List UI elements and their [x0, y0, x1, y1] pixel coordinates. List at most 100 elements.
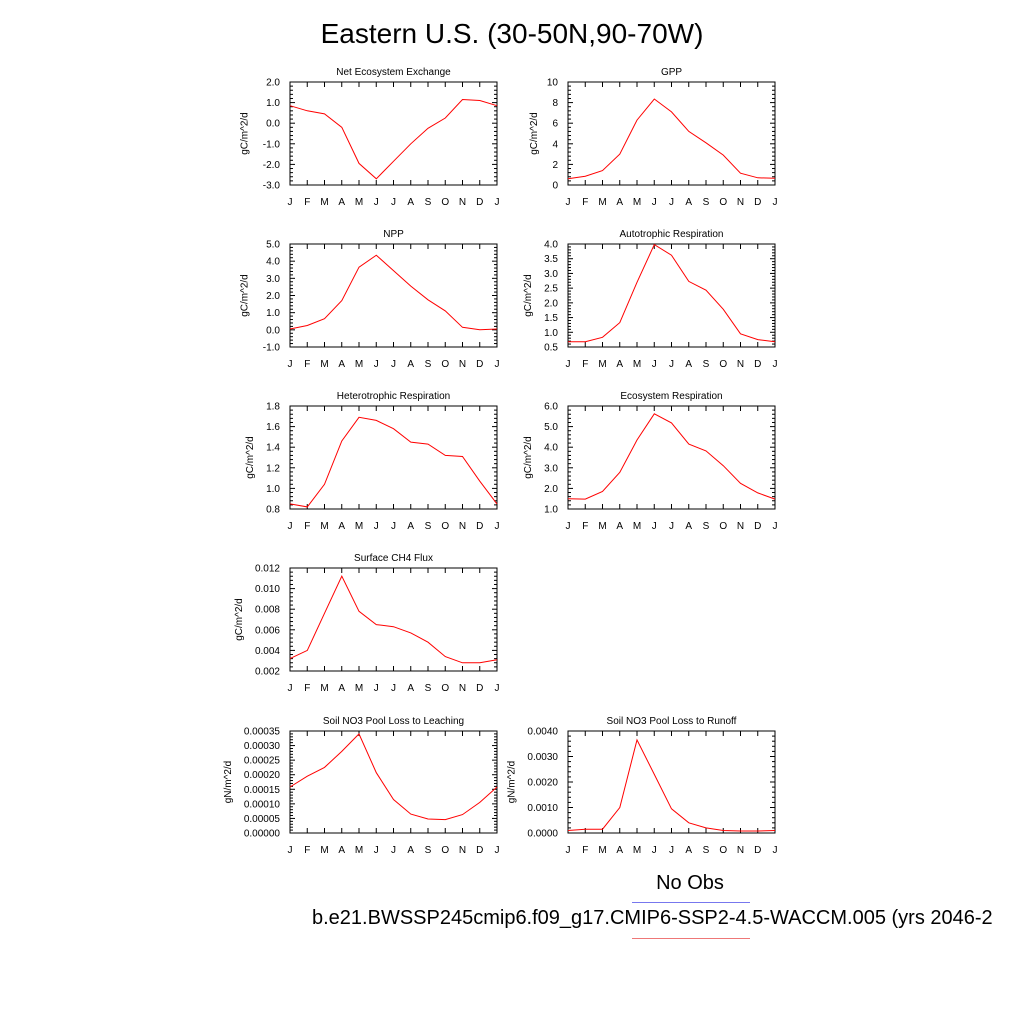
y-axis-label: gC/m^2/d [245, 436, 256, 479]
x-tick-label: J [566, 521, 571, 532]
y-tick-label: 0.0020 [527, 778, 558, 789]
figure-title: Eastern U.S. (30-50N,90-70W) [320, 18, 704, 49]
y-tick-label: 0.00005 [244, 814, 281, 825]
y-tick-label: 0.00035 [244, 727, 281, 738]
y-tick-label: -1.0 [263, 139, 281, 150]
x-tick-label: M [598, 359, 606, 370]
x-tick-label: J [391, 683, 396, 694]
legend-obs-line [632, 902, 750, 903]
y-tick-label: 1.0 [266, 308, 280, 319]
y-tick-label: 5.0 [266, 240, 280, 251]
y-axis-label: gC/m^2/d [529, 112, 540, 155]
x-tick-label: O [441, 683, 449, 694]
x-tick-label: M [320, 197, 328, 208]
series-line [289, 416, 498, 508]
y-tick-label: 2.5 [544, 284, 558, 295]
x-tick-label: F [304, 521, 310, 532]
x-tick-label: J [374, 845, 379, 856]
x-tick-label: A [616, 521, 623, 532]
x-tick-label: J [652, 845, 657, 856]
x-tick-label: J [374, 521, 379, 532]
x-tick-label: M [355, 683, 363, 694]
chart-title: Soil NO3 Pool Loss to Leaching [323, 716, 464, 727]
y-tick-label: 1.0 [544, 328, 558, 339]
x-tick-label: J [566, 359, 571, 370]
x-tick-label: J [288, 521, 293, 532]
x-tick-label: J [374, 197, 379, 208]
y-tick-label: -1.0 [263, 343, 281, 354]
x-tick-label: J [288, 845, 293, 856]
y-tick-label: 0.0 [266, 325, 280, 336]
y-tick-label: 0 [552, 181, 558, 192]
y-tick-label: 1.2 [266, 463, 280, 474]
y-tick-label: 3.0 [544, 269, 558, 280]
y-tick-label: 1.0 [266, 98, 280, 109]
x-tick-label: M [320, 845, 328, 856]
series-line [567, 413, 776, 500]
y-tick-label: 0.012 [255, 564, 280, 575]
x-tick-label: N [737, 521, 744, 532]
x-tick-label: A [338, 359, 345, 370]
x-tick-label: D [476, 359, 483, 370]
x-tick-label: J [495, 197, 500, 208]
series-line [567, 98, 776, 180]
plot-frame [289, 405, 498, 510]
y-tick-label: 0.0030 [527, 752, 558, 763]
y-tick-label: 3.5 [544, 254, 558, 265]
x-tick-label: M [633, 845, 641, 856]
x-tick-label: J [773, 197, 778, 208]
legend-case-label: b.e21.BWSSP245cmip6.f09_g17.CMIP6-SSP2-4… [312, 907, 993, 929]
y-axis-label: gC/m^2/d [523, 274, 534, 317]
x-tick-label: J [391, 521, 396, 532]
x-tick-label: J [495, 521, 500, 532]
x-tick-label: J [288, 683, 293, 694]
x-tick-label: M [355, 359, 363, 370]
x-tick-label: F [304, 197, 310, 208]
x-tick-label: S [703, 845, 710, 856]
x-tick-label: A [407, 683, 414, 694]
x-tick-label: A [685, 521, 692, 532]
x-tick-label: A [685, 197, 692, 208]
y-tick-label: 0.00030 [244, 741, 281, 752]
y-tick-label: 6 [552, 119, 558, 130]
x-tick-label: S [425, 359, 432, 370]
x-tick-label: F [304, 683, 310, 694]
y-tick-label: 5.0 [544, 422, 558, 433]
y-tick-label: 1.4 [266, 443, 280, 454]
x-tick-label: D [476, 845, 483, 856]
y-tick-label: 2.0 [544, 298, 558, 309]
x-tick-label: O [719, 359, 727, 370]
y-tick-label: 0.010 [255, 584, 280, 595]
y-tick-label: 3.0 [544, 463, 558, 474]
x-tick-label: J [652, 359, 657, 370]
x-tick-label: O [441, 197, 449, 208]
x-tick-label: A [407, 845, 414, 856]
x-tick-label: M [320, 359, 328, 370]
y-tick-label: 1.6 [266, 422, 280, 433]
x-tick-label: M [355, 521, 363, 532]
y-tick-label: 0.00020 [244, 770, 281, 781]
x-tick-label: F [582, 197, 588, 208]
y-tick-label: 0.00000 [244, 829, 281, 840]
x-tick-label: J [495, 683, 500, 694]
x-tick-label: F [582, 359, 588, 370]
x-tick-label: J [652, 197, 657, 208]
x-tick-label: S [703, 359, 710, 370]
x-tick-label: J [374, 683, 379, 694]
x-tick-label: A [407, 359, 414, 370]
x-tick-label: A [685, 845, 692, 856]
plot-frame [567, 243, 776, 348]
series-line [568, 243, 776, 343]
x-tick-label: M [598, 845, 606, 856]
x-tick-label: D [754, 359, 761, 370]
x-tick-label: J [669, 521, 674, 532]
chart-title: GPP [661, 67, 682, 78]
y-tick-label: 2.0 [544, 484, 558, 495]
x-tick-label: A [338, 197, 345, 208]
y-tick-label: 8 [552, 98, 558, 109]
x-tick-label: M [320, 683, 328, 694]
